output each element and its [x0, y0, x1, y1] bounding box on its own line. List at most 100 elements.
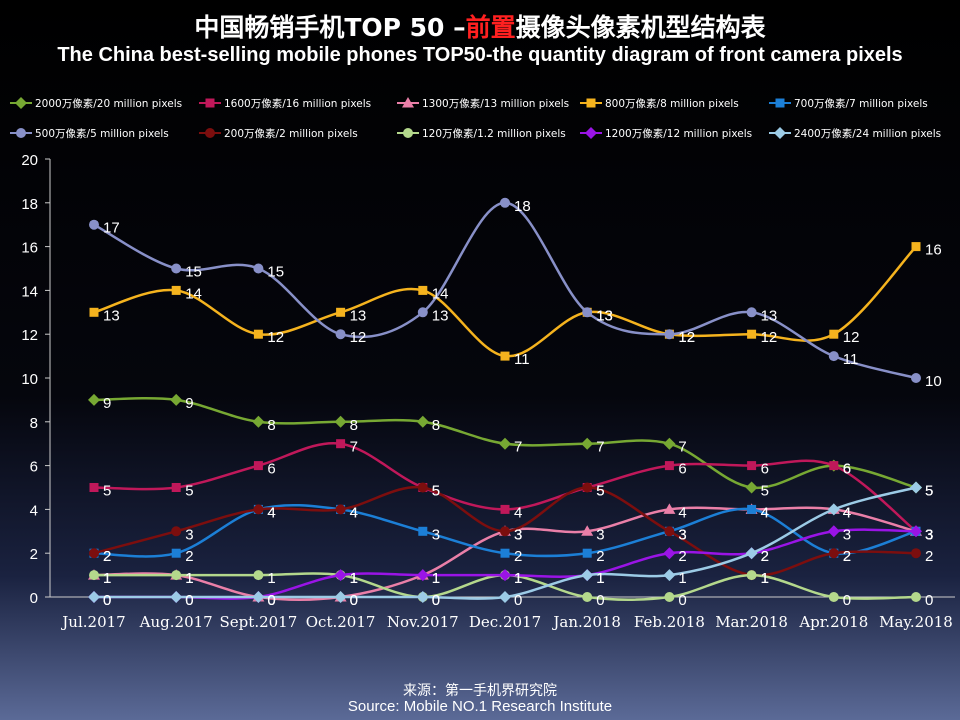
legend-marker [775, 98, 785, 108]
x-tick-label: Oct.2017 [306, 613, 376, 631]
data-label: 0 [103, 592, 111, 609]
legend-label: 2400万像素/24 million pixels [794, 127, 941, 140]
series-line [93, 245, 917, 358]
data-label: 3 [596, 526, 604, 543]
data-label: 4 [350, 504, 358, 521]
data-label: 6 [678, 461, 686, 478]
data-label: 13 [596, 307, 613, 324]
data-label: 3 [514, 526, 522, 543]
legend-label: 1300万像素/13 million pixels [422, 97, 569, 110]
data-label: 1 [103, 570, 111, 587]
data-point [664, 592, 675, 602]
data-label: 0 [596, 592, 604, 609]
y-tick-label: 8 [30, 415, 38, 432]
data-label: 1 [761, 570, 769, 587]
data-label: 3 [514, 526, 522, 543]
data-label: 5 [432, 483, 440, 500]
data-point [664, 461, 674, 471]
legend-label: 800万像素/8 million pixels [605, 97, 739, 110]
data-point [911, 592, 921, 602]
data-point [171, 570, 182, 581]
data-label: 1 [761, 570, 769, 587]
x-tick-label: Aug.2017 [139, 613, 213, 631]
source-en: Source: Mobile NO.1 Research Institute [347, 698, 613, 715]
data-point [582, 482, 593, 493]
data-point [500, 197, 510, 208]
data-label: 6 [843, 461, 851, 478]
data-label: 3 [843, 526, 851, 543]
x-tick-label: Mar.2018 [715, 613, 788, 631]
legend-item-2-million-pixels: 200万像素/2 million pixels [199, 127, 358, 140]
series-24-million-pixels [88, 481, 922, 603]
data-point [827, 525, 840, 538]
data-point [663, 569, 676, 582]
legend-item-8-million-pixels: 800万像素/8 million pixels [580, 97, 739, 110]
data-label: 1 [432, 570, 440, 587]
data-label: 13 [103, 307, 120, 324]
data-label: 8 [432, 417, 440, 434]
data-point [170, 393, 183, 406]
data-point [664, 329, 675, 340]
data-label: 4 [761, 504, 769, 521]
series-line [93, 528, 917, 600]
data-label: 0 [925, 592, 933, 609]
data-label: 3 [925, 526, 933, 543]
data-label: 0 [267, 592, 275, 609]
data-label: 6 [843, 461, 851, 478]
legend-marker [774, 127, 786, 139]
data-label: 17 [103, 220, 120, 237]
data-point [747, 329, 757, 339]
data-point [582, 548, 592, 558]
data-point [253, 263, 264, 274]
data-label: 0 [103, 592, 111, 609]
data-label: 6 [267, 461, 275, 478]
data-point [911, 373, 921, 383]
legend-item-20-million-pixels: 2000万像素/20 million pixels [10, 97, 182, 110]
data-label: 2 [843, 548, 851, 565]
legend-label: 1200万像素/12 million pixels [605, 127, 752, 140]
data-label: 7 [596, 439, 604, 456]
x-tick-label: Nov.2017 [387, 613, 459, 631]
legend-item-5-million-pixels: 500万像素/5 million pixels [10, 127, 169, 140]
data-label: 1 [185, 570, 193, 587]
data-label: 12 [267, 329, 284, 346]
data-point [252, 415, 265, 428]
data-label: 4 [514, 504, 522, 521]
x-tick-label: Jan.2018 [551, 613, 621, 631]
data-point [170, 591, 183, 603]
data-label: 13 [761, 307, 778, 324]
data-label: 0 [185, 592, 193, 609]
legend-item-12-million-pixels: 1200万像素/12 million pixels [580, 127, 752, 140]
data-label: 4 [843, 504, 851, 521]
data-label: 2 [761, 548, 769, 565]
x-tick-label: Feb.2018 [634, 613, 705, 631]
data-label: 11 [514, 351, 530, 368]
data-point [88, 591, 100, 603]
data-point [253, 461, 263, 471]
data-label: 3 [925, 526, 933, 543]
data-point [828, 592, 839, 602]
legend-label: 120万像素/1.2 million pixels [422, 127, 566, 140]
data-label: 14 [185, 285, 202, 302]
data-label: 13 [596, 307, 613, 324]
x-tick-label: Dec.2017 [469, 613, 541, 631]
data-label: 4 [843, 504, 851, 521]
legend: 2000万像素/20 million pixels 1600万像素/16 mill… [10, 97, 941, 140]
data-label: 2 [103, 548, 111, 565]
data-point [499, 569, 511, 582]
data-label: 5 [596, 483, 604, 500]
y-tick-label: 16 [21, 240, 38, 257]
data-label: 1 [350, 570, 358, 587]
data-point [89, 570, 99, 581]
data-label: 14 [432, 285, 449, 302]
data-label: 1 [514, 570, 522, 587]
data-point [500, 526, 510, 537]
data-label: 4 [761, 504, 769, 521]
data-label: 0 [350, 592, 358, 609]
data-point [746, 307, 757, 318]
data-point [500, 351, 510, 361]
data-label: 4 [350, 504, 358, 521]
legend-item-1-2-million-pixels: 120万像素/1.2 million pixels [397, 127, 566, 140]
